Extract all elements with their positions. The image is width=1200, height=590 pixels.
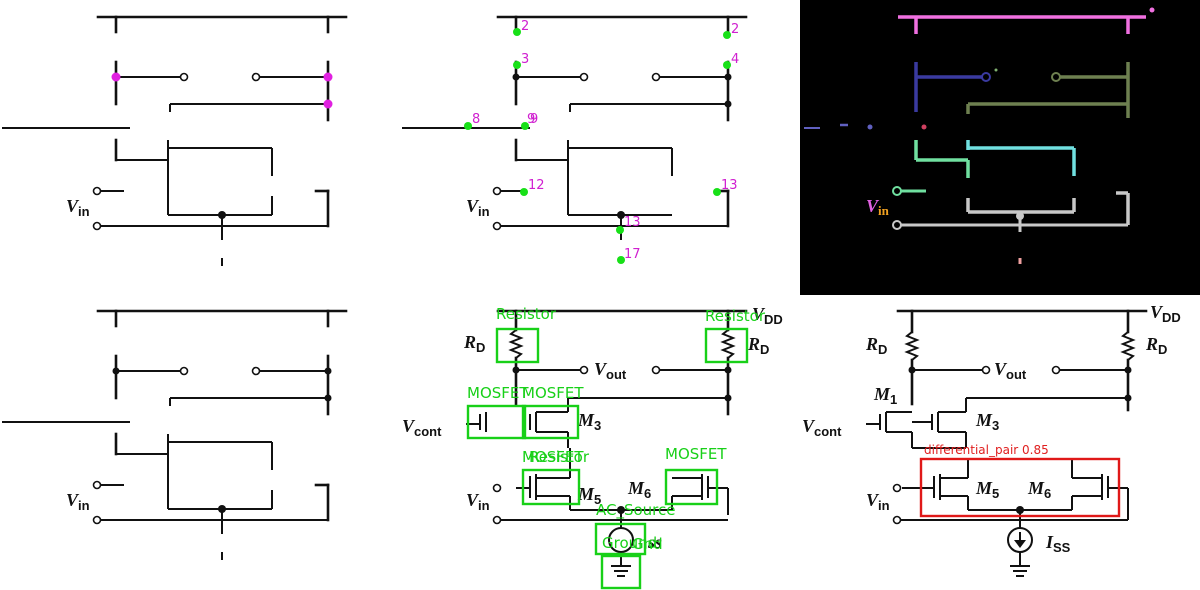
component-label: AC_Source xyxy=(596,501,676,520)
component-label: Resistor xyxy=(529,448,590,466)
svg-text:M6: M6 xyxy=(627,478,651,501)
svg-text:Vout: Vout xyxy=(594,359,627,382)
vin-label: V xyxy=(66,490,80,510)
iss-partial-label: ss xyxy=(647,532,662,552)
svg-text:Vcont: Vcont xyxy=(402,416,442,439)
m5-label: M xyxy=(975,478,993,498)
vout-label: V xyxy=(994,359,1008,379)
component-label: Resistor xyxy=(496,305,557,323)
node-number: 9 xyxy=(527,112,535,127)
svg-text:Vout: Vout xyxy=(994,359,1027,382)
vdd-label: V xyxy=(1150,302,1164,322)
detect-box-mosfet xyxy=(466,404,527,440)
svg-text:Vin: Vin xyxy=(866,490,890,513)
svg-text:M5: M5 xyxy=(975,478,999,501)
vin-label-colored: Vin xyxy=(866,196,890,218)
svg-text:M1: M1 xyxy=(873,384,897,407)
node-number: 2 xyxy=(731,22,739,37)
detect-box-resistor xyxy=(495,327,540,364)
vcont-label: V xyxy=(402,416,416,436)
junction-dot xyxy=(323,99,333,109)
component-label: MOSFET xyxy=(467,384,529,402)
svg-text:Vin: Vin xyxy=(66,490,90,513)
vin-label: V xyxy=(466,196,480,216)
component-label: MOSFET xyxy=(665,445,727,463)
svg-text:M5: M5 xyxy=(577,484,601,507)
component-label: MOSFET xyxy=(522,448,584,466)
node-number: 2 xyxy=(521,19,529,34)
panel-skeleton-plain: Vin xyxy=(2,309,348,560)
node-number: 8 xyxy=(472,112,480,127)
panel-net-map: Vin xyxy=(800,0,1200,295)
vcont-label: V xyxy=(802,416,816,436)
svg-text:RD: RD xyxy=(463,332,485,355)
detect-box-resistor xyxy=(704,327,749,364)
m3-label: M xyxy=(577,410,595,430)
detect-box-differential-pair xyxy=(919,457,1121,518)
subcircuit-label: differential_pair 0.85 xyxy=(924,443,1049,457)
svg-text:M3: M3 xyxy=(975,410,999,433)
rd-label: R xyxy=(747,334,760,354)
vin-label: V xyxy=(66,196,80,216)
component-label: Gnd xyxy=(632,535,663,553)
detect-box-mosfet xyxy=(664,468,719,506)
detect-box-mosfet xyxy=(521,468,581,506)
m3-label: M xyxy=(975,410,993,430)
node-number: 17 xyxy=(624,247,641,262)
junction-dot xyxy=(323,72,333,82)
m5-label: M xyxy=(577,484,595,504)
node-number: 4 xyxy=(731,52,739,67)
component-label: MOSFET xyxy=(522,384,584,402)
vdd-label: V xyxy=(752,304,766,324)
junction-dot xyxy=(111,72,121,82)
svg-text:Vin: Vin xyxy=(66,196,90,219)
node-number: 3 xyxy=(521,52,529,67)
vin-label: V xyxy=(466,490,480,510)
detect-box-ground xyxy=(600,554,642,590)
svg-text:RD: RD xyxy=(747,334,769,357)
detect-box-mosfet xyxy=(521,404,580,440)
m6-label: M xyxy=(1027,478,1045,498)
rd-label: R xyxy=(1145,334,1158,354)
panel-skeleton-junctions: Vin xyxy=(2,15,348,266)
vout-label: V xyxy=(594,359,608,379)
svg-text:ISS: ISS xyxy=(1045,532,1071,555)
panel-node-numbers: Vin 2 2 3 4 8 9 9 12 13 13 17 xyxy=(402,15,748,264)
detect-box-ac-source xyxy=(594,522,647,556)
node-number: 13 xyxy=(721,178,738,193)
panel-component-detection: VDD RD RD Vout Vcont M3 M5 M6 Vin ss Res… xyxy=(402,304,783,590)
svg-text:RD: RD xyxy=(1145,334,1167,357)
svg-text:M6: M6 xyxy=(1027,478,1051,501)
component-label: Ground xyxy=(602,534,657,552)
node-number: 13 xyxy=(624,215,641,230)
svg-text:M3: M3 xyxy=(577,410,601,433)
svg-text:RD: RD xyxy=(865,334,887,357)
iss-label: I xyxy=(1045,532,1054,552)
m1-label: M xyxy=(873,384,891,404)
panel-subcircuit-detection: VDD RD RD M1 Vout Vcont M3 M5 M6 Vin ISS… xyxy=(802,302,1181,577)
svg-text:Vcont: Vcont xyxy=(802,416,842,439)
svg-text:Vin: Vin xyxy=(466,490,490,513)
component-label: Resistor xyxy=(705,307,766,325)
svg-text:Vin: Vin xyxy=(466,196,490,219)
node-number: 12 xyxy=(528,178,545,193)
vin-label: V xyxy=(866,490,880,510)
svg-text:VDD: VDD xyxy=(752,304,783,327)
m6-label: M xyxy=(627,478,645,498)
rd-label: R xyxy=(865,334,878,354)
svg-text:VDD: VDD xyxy=(1150,302,1181,325)
rd-label: R xyxy=(463,332,476,352)
node-number: 9 xyxy=(530,112,538,127)
